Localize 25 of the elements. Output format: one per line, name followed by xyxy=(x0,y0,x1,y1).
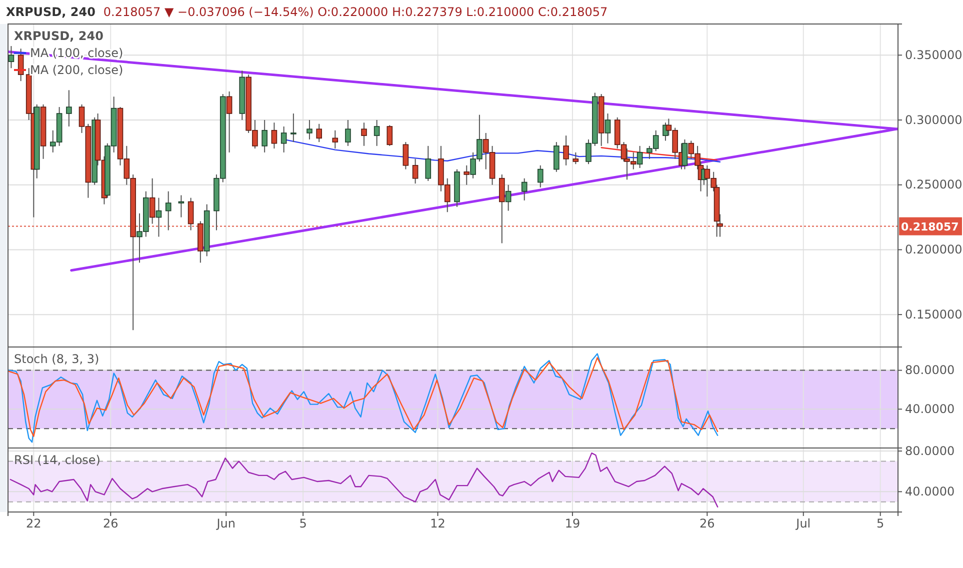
x-tick-label: 26 xyxy=(700,516,715,531)
y-tick-label: 40.0000 xyxy=(905,402,955,416)
y-tick-label: 0.200000 xyxy=(905,242,962,257)
y-tick-label: 40.0000 xyxy=(905,484,955,499)
annotation: XRPUSD, 240 xyxy=(14,29,104,43)
x-tick-label: 22 xyxy=(26,516,42,531)
y-tick-label: 0.150000 xyxy=(905,307,962,322)
x-tick-label: Jun xyxy=(216,516,236,531)
chart-subtitle: 0.218057 ▼ −0.037096 (−14.54%) O:0.220000 H:0.227379 L:0.210000 C:0.218057 xyxy=(103,5,608,19)
x-tick-label: Jul xyxy=(795,516,811,531)
x-tick-label: 12 xyxy=(430,516,446,531)
chart-title: RSI (14, close) xyxy=(14,453,100,467)
y-tick-label: 0.350000 xyxy=(905,48,962,62)
chart-title: Stoch (8, 3, 3) xyxy=(14,352,100,366)
ref-line-label: 0.218057 xyxy=(901,220,959,234)
x-tick-label: 26 xyxy=(102,516,118,531)
x-tick-label: 19 xyxy=(564,516,580,531)
x-tick-label: 5 xyxy=(876,516,884,531)
y-tick-label: 80.0000 xyxy=(905,444,955,458)
y-tick-label: 80.0000 xyxy=(905,363,955,378)
y-tick-label: 0.250000 xyxy=(905,178,962,192)
chart-title: XRPUSD, 240 xyxy=(6,5,96,19)
x-tick-label: 5 xyxy=(299,516,307,531)
y-tick-label: 0.300000 xyxy=(905,112,962,127)
legend-label: MA (200, close) xyxy=(30,63,124,77)
